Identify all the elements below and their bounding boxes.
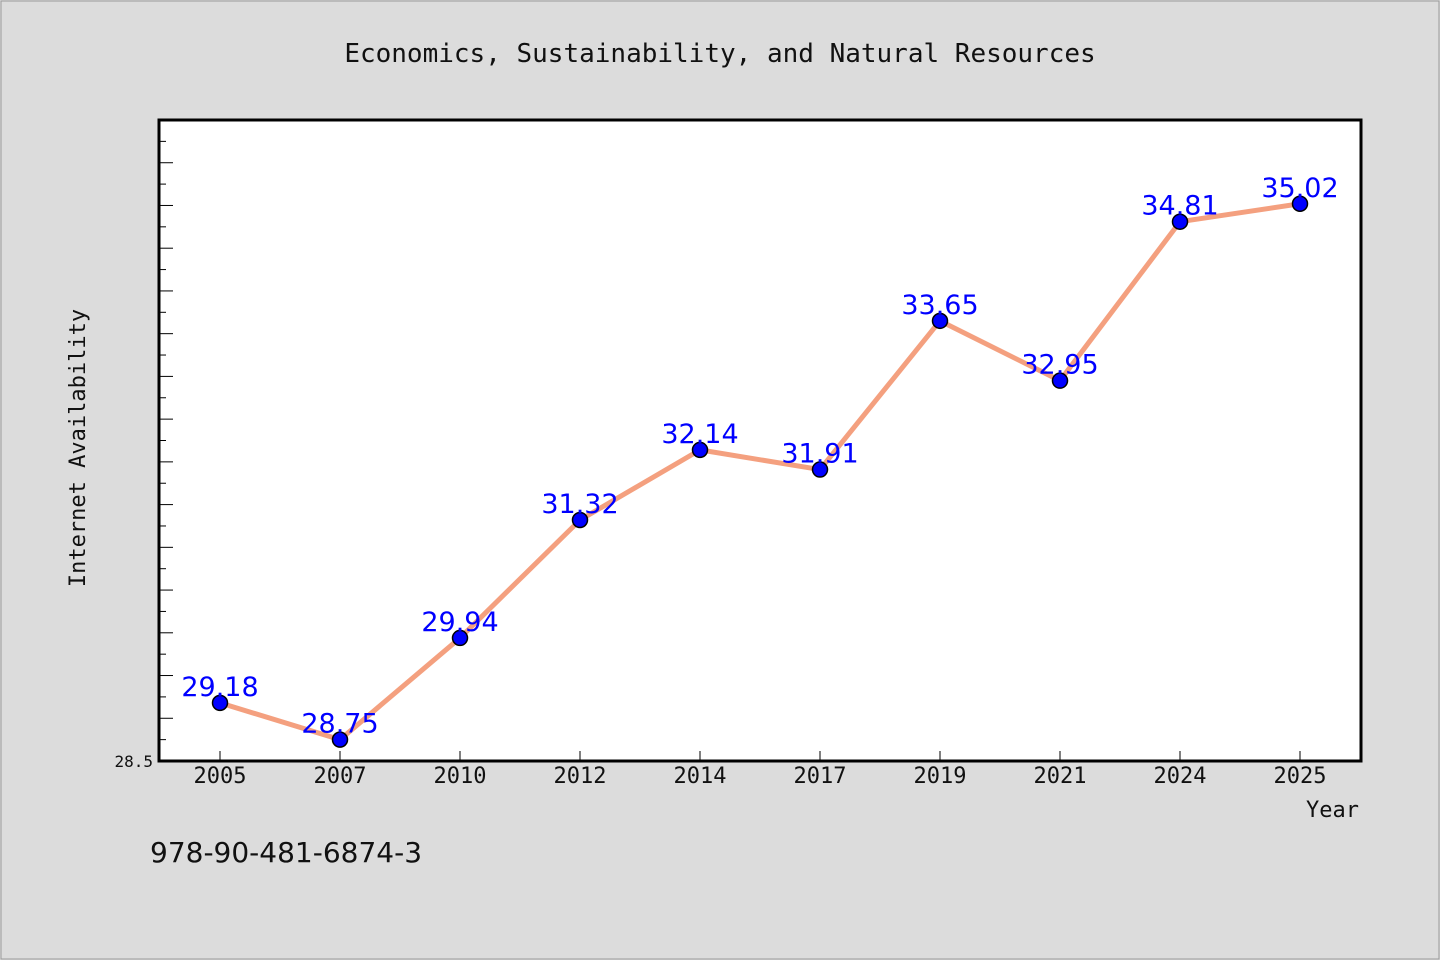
chart-title: Economics, Sustainability, and Natural R… [344, 39, 1095, 69]
x-tick-label: 2019 [914, 764, 967, 789]
x-axis-label: Year [1306, 798, 1359, 823]
data-point [211, 694, 229, 712]
line-series: 29.18 28.75 29.94 31.32 32.14 31.91 33.65 32.95… [181, 173, 1339, 748]
x-axis-ticks: 2005 2007 2010 2012 2014 2017 2019 2021 2024 2025 [194, 751, 1327, 789]
data-point [451, 629, 469, 647]
data-point [1291, 195, 1309, 213]
isbn-label: 978-90-481-6874-3 [150, 836, 422, 869]
y-axis-ticks [159, 140, 173, 762]
data-label: 33.65 [901, 290, 978, 321]
data-label: 31.32 [541, 489, 618, 520]
plot-area [157, 118, 1363, 763]
x-tick-label: 2025 [1274, 764, 1327, 789]
data-label: 32.14 [661, 419, 738, 450]
x-tick-label: 2005 [194, 764, 247, 789]
x-tick-label: 2021 [1034, 764, 1087, 789]
series-line [217, 201, 1303, 743]
data-label: 31.91 [781, 439, 858, 470]
data-label: 29.94 [421, 607, 498, 638]
x-tick-label: 2010 [434, 764, 487, 789]
y-tick-label: 28.5 [114, 752, 153, 771]
x-tick-label: 2017 [794, 764, 847, 789]
data-point [931, 312, 949, 330]
data-point [1051, 372, 1069, 389]
data-point [571, 511, 589, 529]
data-point [1171, 213, 1189, 230]
data-label: 32.95 [1021, 350, 1098, 381]
x-tick-label: 2014 [674, 764, 727, 789]
data-point [811, 461, 829, 478]
x-tick-label: 2024 [1154, 764, 1207, 789]
data-point [331, 731, 349, 748]
data-point [691, 441, 709, 459]
data-label: 29.18 [181, 672, 258, 703]
data-label: 28.75 [301, 709, 378, 740]
data-label: 34.81 [1141, 191, 1218, 222]
data-label: 35.02 [1261, 173, 1338, 204]
y-axis-label: Internet Availability [66, 309, 91, 587]
x-tick-label: 2012 [554, 764, 607, 789]
x-tick-label: 2007 [314, 764, 367, 789]
